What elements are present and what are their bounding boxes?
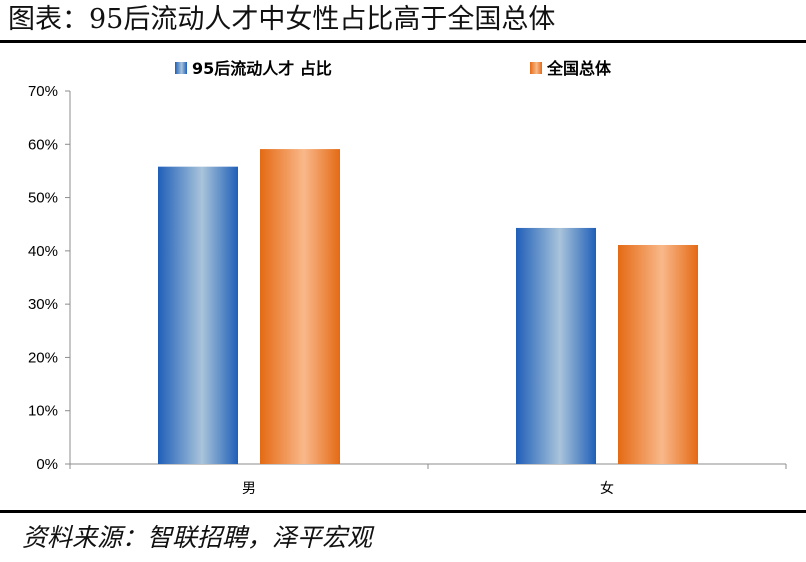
y-tick-label: 20%: [28, 349, 58, 366]
bar-chart: 0% 10% 20% 30% 40% 50% 60% 70% 男 女 95后流动人才 占比 全国总体: [28, 59, 787, 497]
x-category-label: 男: [242, 481, 256, 497]
figure-source: 资料来源：智联招聘，泽平宏观: [22, 523, 373, 552]
y-tick-label: 30%: [28, 296, 58, 313]
legend-swatch: [530, 62, 542, 74]
x-category-label: 女: [600, 480, 614, 497]
y-tick-label: 60%: [28, 136, 58, 153]
y-tick-label: 40%: [28, 243, 58, 260]
legend-swatch: [175, 62, 187, 74]
y-tick-label: 70%: [28, 83, 58, 100]
y-tick-label: 50%: [28, 190, 58, 207]
legend-label: 全国总体: [546, 59, 612, 78]
bar-series2-0: [260, 149, 340, 464]
title-divider: [0, 40, 806, 43]
bar-series2-1: [618, 244, 698, 464]
legend-label: 95后流动人才 占比: [192, 59, 332, 78]
bar-series1-1: [516, 227, 596, 464]
source-divider: [0, 510, 806, 513]
figure-title: 图表：95后流动人才中女性占比高于全国总体: [8, 4, 556, 35]
y-tick-label: 0%: [36, 456, 58, 473]
y-tick-label: 10%: [28, 403, 58, 420]
bar-series1-0: [158, 166, 238, 464]
